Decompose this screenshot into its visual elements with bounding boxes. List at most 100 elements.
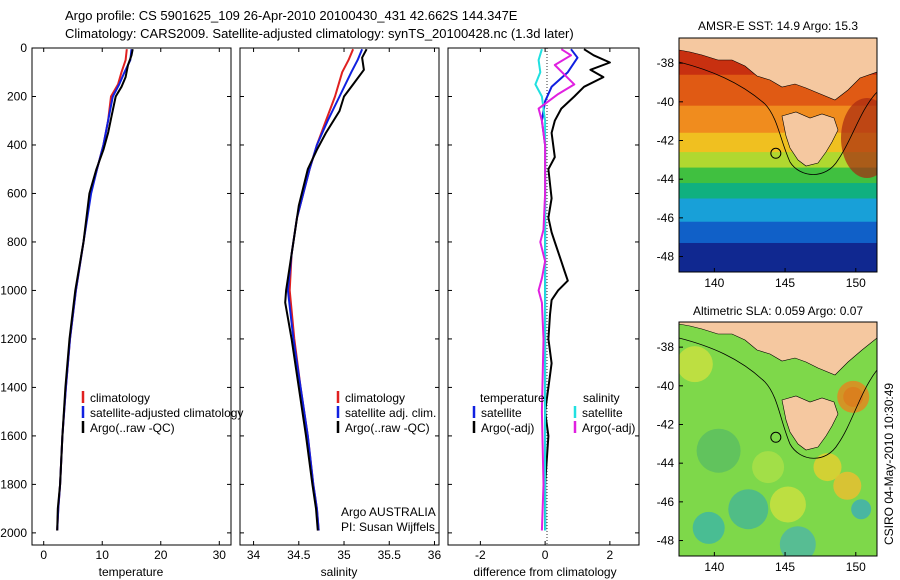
figure-title-line-2: Climatology: CARS2009. Satellite-adjuste… [65,26,574,41]
difference-xtick-label: 2 [607,548,614,562]
temperature-panel: 0 10 20 30 0 200 400 600 800 1000 1200 1400 1600 180… [0,41,243,579]
temperature-legend: climatology satellite-adjusted climatolo… [81,391,243,435]
difference-xlabel: difference from climatology [473,565,616,579]
sla-anomaly-blob [779,526,816,556]
temperature-series-1 [56,49,133,531]
salinity-series-0 [288,48,355,531]
sla-anomaly-blob [692,511,725,544]
legend-label-climatology: climatology [345,391,405,405]
sst_map-xtick-label: 150 [846,276,866,290]
legend-label-argo: Argo(..raw -QC) [90,421,175,435]
sst-float-marker [770,147,782,159]
csiro-credit: CSIRO 04-May-2010 10:30:49 [882,383,896,545]
salinity-panel: 34 34.5 35 35.5 36 salinity climatology sate… [239,47,441,579]
sla-anomaly-blob [696,428,741,473]
legend-label-satellite: satellite-adjusted climatology [90,406,243,420]
sla-map-title: Altimetric SLA: 0.059 Argo: 0.07 [693,304,863,318]
sla-shelf-contour [679,337,877,459]
difference-series-1 [544,48,611,531]
sla-anomaly-blob [728,489,769,530]
salinity-xtick-label: 35.5 [378,548,402,562]
legend-label-satellite: satellite adj. clim. [345,406,436,420]
salinity-xlabel: salinity [321,565,358,579]
sla_map-xtick-label: 140 [704,560,724,574]
sla_map-ytick-label: -44 [657,456,675,470]
sla_map-ytick-label: -40 [657,379,675,393]
temperature-xtick-label: 20 [154,548,168,562]
salinity-xtick-label: 35 [337,548,351,562]
sla-anomaly-blob [833,471,862,500]
legend-label-argo: Argo(..raw -QC) [345,421,430,435]
figure-title-line-1: Argo profile: CS 5901625_109 26-Apr-2010… [65,8,518,23]
sla-anomaly-blob [813,453,842,482]
sst-map-panel: AMSR-E SST: 14.9 Argo: 15.3 140 145 150 -3… [657,19,878,290]
sst-map-frame [678,37,878,273]
sla_map-ytick-label: -38 [657,340,675,354]
salinity-xtick-label: 34.5 [287,548,311,562]
sst-map-title: AMSR-E SST: 14.9 Argo: 15.3 [698,19,858,33]
difference-panel: -2 0 2 difference from climatology tempera… [447,47,640,579]
temperature-axes-frame [31,47,232,546]
depth-ytick-label: 1600 [0,429,27,443]
sst_map-ytick-label: -38 [657,56,675,70]
depth-ytick-label: 2000 [0,526,27,540]
pi-annotation: PI: Susan Wijffels [341,520,435,534]
sla-anomaly-blob [769,486,806,523]
sst-band [679,183,877,200]
sst-band [679,221,877,244]
depth-ytick-label: 600 [7,186,27,200]
depth-ytick-label: 200 [7,89,27,103]
difference-axes-frame [447,47,640,546]
sst-band [679,152,877,169]
salinity-axes-frame [239,47,440,546]
difference-series-3 [537,48,576,531]
sst_map-ytick-label: -48 [657,250,675,264]
temperature-xlabel: temperature [99,565,164,579]
sst-warm-eddy [841,98,877,178]
temperature-xtick-label: 30 [213,548,227,562]
sst_map-ytick-label: -42 [657,133,675,147]
sst-tasmania-shape [781,111,839,167]
sla_map-xtick-label: 150 [846,560,866,574]
temperature-xtick-label: 0 [40,548,47,562]
sst-mainland-shape [679,38,877,101]
salinity-series-2 [284,48,368,531]
sla_map-ytick-label: -46 [657,495,675,509]
legend-label-temp-argo: Argo(-adj) [481,421,534,435]
sst-band [679,198,877,223]
depth-ytick-label: 1800 [0,477,27,491]
salinity-legend: climatology satellite adj. clim. Argo(..… [336,391,436,435]
legend-label-sal-satellite: satellite [582,406,623,420]
legend-label-climatology: climatology [90,391,150,405]
sla-tasmania-shape [781,395,839,451]
sla-float-marker [770,431,782,443]
sst_map-ytick-label: -46 [657,211,675,225]
sla-anomaly-blob [752,451,785,484]
sla_map-ytick-label: -42 [657,417,675,431]
sla_map-xtick-label: 145 [775,560,795,574]
sst-band [679,167,877,185]
legend-label-sal-argo: Argo(-adj) [582,421,635,435]
depth-ytick-label: 0 [20,41,27,55]
argo-australia-annotation: Argo AUSTRALIA [341,505,436,519]
depth-ytick-label: 800 [7,235,27,249]
legend-label-temp-satellite: satellite [481,406,522,420]
difference-xtick-label: -2 [475,548,486,562]
sst_map-ytick-label: -40 [657,95,675,109]
temperature-series-2 [56,49,134,531]
sst_map-xtick-label: 140 [704,276,724,290]
depth-ytick-label: 1000 [0,283,27,297]
legend-title-salinity: salinity [583,391,620,405]
sla_map-ytick-label: -48 [657,534,675,548]
depth-ytick-label: 1400 [0,380,27,394]
sst-band [679,242,877,272]
legend-title-temperature: temperature [480,391,545,405]
salinity-xtick-label: 34 [247,548,261,562]
sla-map-panel: Altimetric SLA: 0.059 Argo: 0.07 140 145 1… [657,304,878,574]
sst_map-ytick-label: -44 [657,172,675,186]
temperature-series-0 [56,49,128,531]
depth-ytick-label: 1200 [0,332,27,346]
sst_map-xtick-label: 145 [775,276,795,290]
temperature-xtick-label: 10 [96,548,110,562]
